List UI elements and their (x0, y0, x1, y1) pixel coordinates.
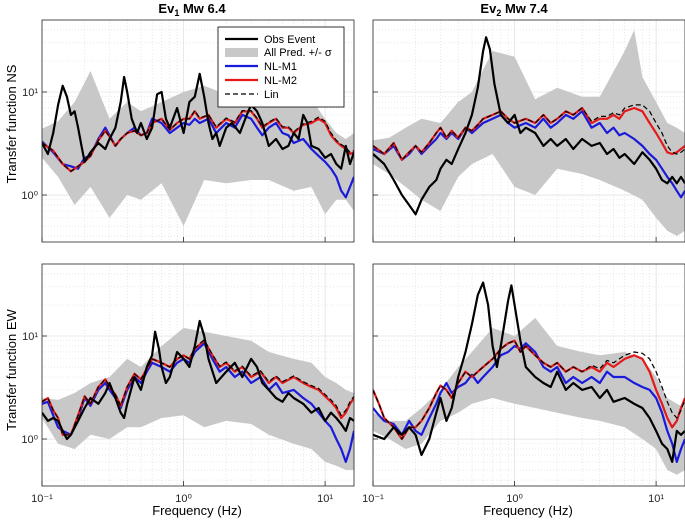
prediction-band (373, 317, 685, 475)
axes-frame (372, 19, 685, 243)
legend-label-nlm2: NL-M2 (264, 75, 297, 87)
panel-ev2-ns (372, 19, 685, 243)
series-lin-line (373, 104, 685, 161)
y-tick-label: 10⁰ (21, 190, 38, 202)
panel-title-ev1-base: Ev (158, 1, 175, 16)
plot-area (373, 281, 685, 475)
series-obs-event-line (373, 36, 685, 216)
panel-ev2-ew: 10⁻¹ 10⁰ 10¹ (362, 263, 685, 505)
x-tick-label: 10⁻¹ (31, 493, 53, 505)
axes-frame (372, 263, 685, 487)
series-lin-line (42, 339, 354, 436)
plot-area (42, 319, 354, 470)
series-nl-m1-line (373, 110, 685, 199)
xlabel-right: Frequency (Hz) (483, 503, 573, 518)
ylabel-bottom: Transfer function EW (4, 308, 19, 430)
axes-frame (41, 19, 355, 243)
legend-label-lin: Lin (264, 89, 279, 101)
axes-frame (41, 263, 355, 487)
xlabel-left: Frequency (Hz) (152, 503, 242, 518)
series-lin-line (42, 109, 354, 172)
panel-title-ev2-base: Ev (480, 1, 497, 16)
panel-title-ev1-sub: 1 (174, 8, 179, 18)
series-nl-m1-line (42, 113, 354, 199)
panel-title-ev2: Ev2 Mw 7.4 (480, 1, 548, 18)
plot-area (42, 71, 354, 226)
legend-label-nlm1: NL-M1 (264, 61, 297, 73)
prediction-band (373, 30, 685, 236)
x-tick-label: 10¹ (648, 493, 664, 505)
panel-title-ev1: Ev1 Mw 6.4 (158, 1, 226, 18)
panel-title-ev1-rest: Mw 6.4 (179, 1, 226, 16)
x-tick-label: 10¹ (317, 493, 333, 505)
x-tick-label: 10⁰ (506, 493, 523, 505)
x-tick-label: 10⁰ (175, 493, 192, 505)
y-tick-label: 10⁰ (21, 434, 38, 446)
series-obs-event-line (42, 72, 354, 170)
x-tick-label: 10⁻¹ (362, 493, 384, 505)
panel-title-ev2-rest: Mw 7.4 (501, 1, 548, 16)
series-nl-m1-line (373, 342, 685, 463)
legend-label-band: All Pred. +/- σ (264, 47, 332, 59)
panels-group: 10⁰ 10¹ 10⁻¹ 10⁰ 10¹ 10⁰ 10¹ 10⁻¹ 10⁰ 10¹ (21, 19, 685, 505)
ylabel-top: Transfer function NS (4, 64, 19, 183)
y-tick-label: 10¹ (22, 87, 38, 99)
panel-title-ev2-sub: 2 (496, 8, 501, 18)
plot-area (373, 30, 685, 236)
series-obs-event-line (373, 281, 685, 463)
legend-label-obs: Obs Event (264, 34, 315, 46)
panel-ev1-ew: 10⁻¹ 10⁰ 10¹ 10⁰ 10¹ (21, 263, 355, 505)
prediction-band (42, 327, 354, 470)
legend-swatch-band (225, 48, 258, 57)
y-tick-label: 10¹ (22, 331, 38, 343)
series-obs-event-line (42, 319, 354, 441)
legend: Obs Event All Pred. +/- σ NL-M1 NL-M2 Li… (217, 26, 345, 108)
